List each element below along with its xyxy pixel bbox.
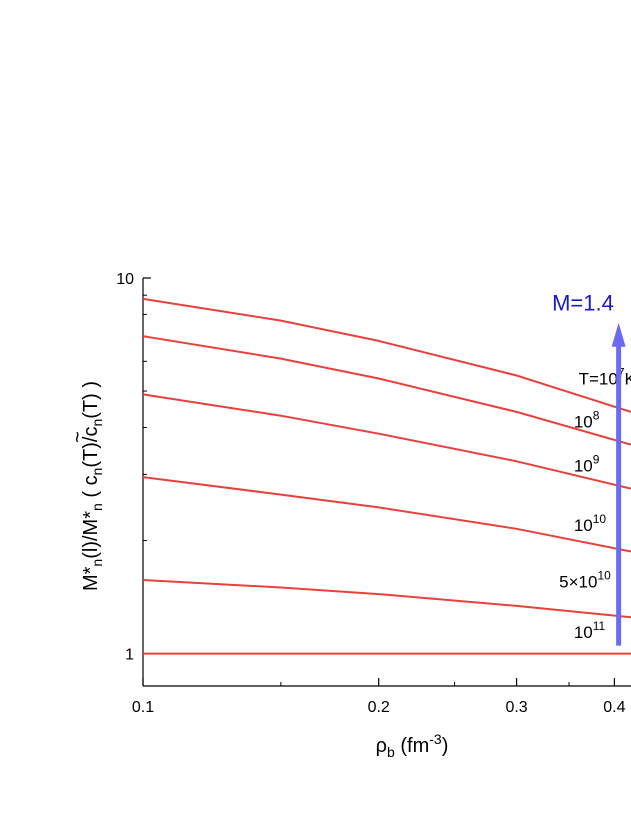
series-line-2 bbox=[142, 393, 631, 490]
series-lines bbox=[142, 297, 631, 655]
x-tick-label-2: 0.3 bbox=[505, 699, 527, 716]
series-label-0: T=107K bbox=[579, 366, 631, 389]
plot-area bbox=[142, 278, 631, 687]
series-label-3: 1010 bbox=[574, 512, 607, 535]
y-tick-label-1: 10 bbox=[116, 271, 134, 288]
annotation: M=1.4 bbox=[552, 290, 626, 646]
series-line-1 bbox=[142, 335, 631, 446]
x-tick-label-1: 0.2 bbox=[368, 699, 390, 716]
series-line-4 bbox=[142, 579, 631, 619]
arrow-head bbox=[611, 322, 626, 347]
y-ticks: 1 10 bbox=[116, 271, 151, 664]
x-axis-title: ρb (fm-3) bbox=[376, 731, 449, 760]
svg-text:M*n(l)/M*n ( cn(T)/cn(T) ): M*n(l)/M*n ( cn(T)/cn(T) ) bbox=[80, 381, 105, 591]
x-ticks: 0.1 0.2 0.3 0.4 bbox=[132, 678, 626, 716]
series-line-3 bbox=[142, 476, 631, 553]
y-axis-title: M*n(l)/M*n ( cn(T)/cn(T) ) ~ bbox=[67, 381, 105, 591]
tilde-mark: ~ bbox=[67, 431, 89, 443]
series-line-0 bbox=[142, 297, 631, 413]
x-tick-label-0: 0.1 bbox=[132, 699, 154, 716]
annotation-label: M=1.4 bbox=[552, 290, 614, 315]
series-labels: T=107K 108 109 1010 5×1010 1011 bbox=[559, 366, 631, 642]
series-label-1: 108 bbox=[574, 408, 600, 431]
y-tick-label-0: 1 bbox=[125, 647, 134, 664]
x-tick-label-3: 0.4 bbox=[603, 699, 625, 716]
series-label-2: 109 bbox=[574, 453, 600, 476]
series-label-5: 1011 bbox=[574, 619, 606, 642]
series-label-4: 5×1010 bbox=[559, 568, 611, 591]
